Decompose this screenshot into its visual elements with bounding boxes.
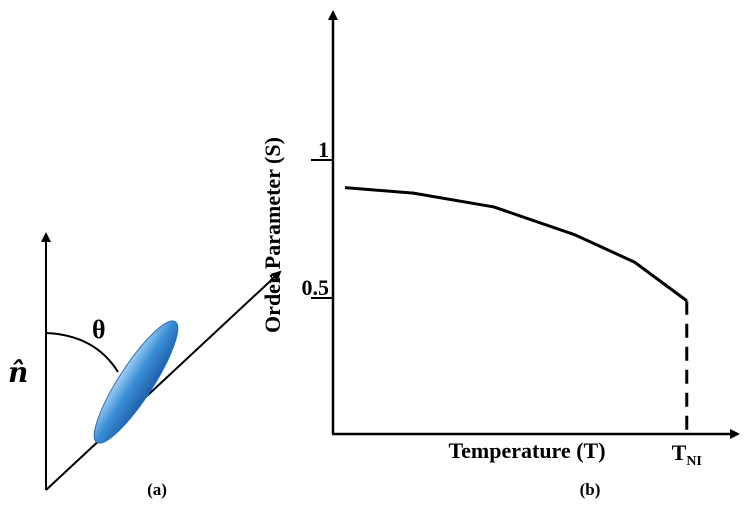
director-label: n̂ (8, 356, 28, 389)
y-tick-label: 0.5 (302, 275, 330, 300)
line (344, 186, 688, 302)
y-axis-label: Order Parameter (S) (260, 137, 285, 333)
molecule-diagram: θ n̂ (a) (8, 232, 282, 499)
molecule (93, 320, 179, 444)
caption: (a) (147, 480, 167, 499)
x-axis-label: Temperature (T) (448, 438, 605, 463)
molecule-axis (45, 270, 282, 491)
x-tick-label: TNI (672, 440, 702, 469)
angle-arc (45, 332, 119, 373)
angle-label: θ (92, 315, 106, 344)
y-tick-label: 1 (318, 137, 329, 162)
caption: (b) (580, 480, 601, 499)
